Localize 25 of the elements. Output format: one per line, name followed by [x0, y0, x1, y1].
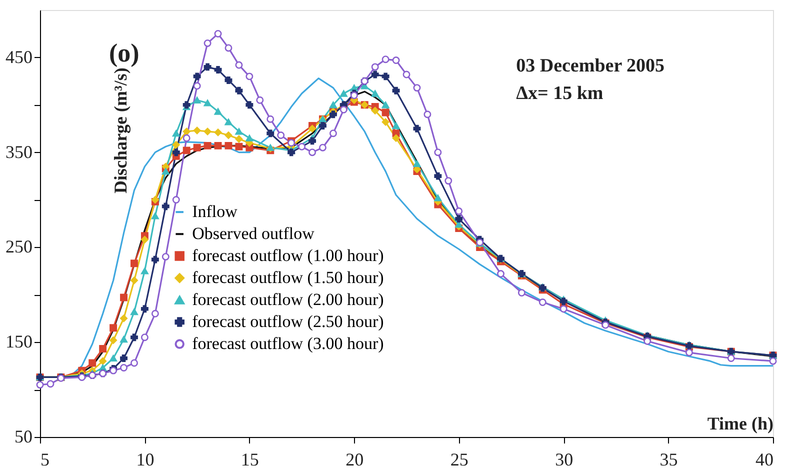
legend-label: forecast outflow (2.00 hour) — [192, 290, 384, 310]
x-tick-label: 40 — [756, 450, 774, 470]
x-tick-label: 30 — [555, 450, 574, 470]
x-axis-title: Time (h) — [707, 414, 774, 434]
legend-label: forecast outflow (2.50 hour) — [192, 312, 384, 332]
x-tick-label: 5 — [40, 450, 50, 470]
x-tick-label: 10 — [136, 450, 154, 470]
legend-label: forecast outflow (1.00 hour) — [192, 246, 384, 266]
legend-label: Observed outflow — [192, 224, 316, 244]
annotation: 03 December 2005 — [516, 55, 665, 76]
y-tick-label: 150 — [6, 332, 32, 352]
x-tick-label: 20 — [346, 450, 364, 470]
legend-label: forecast outflow (3.00 hour) — [192, 334, 384, 354]
legend-label: Inflow — [192, 202, 238, 222]
y-tick-label: 450 — [6, 46, 32, 67]
annotation: (o) — [109, 38, 140, 68]
x-tick-label: 15 — [240, 450, 259, 470]
y-tick-label: 250 — [6, 236, 32, 257]
annotation: Δx= 15 km — [516, 82, 604, 104]
x-tick-label: 35 — [660, 450, 678, 470]
y-tick-label: 350 — [6, 142, 32, 162]
legend-label: forecast outflow (1.50 hour) — [192, 268, 384, 288]
x-tick-label: 25 — [450, 450, 468, 470]
y-tick-label: 50 — [14, 426, 32, 446]
y-axis-title: Discharge (m³/s) — [110, 68, 130, 194]
